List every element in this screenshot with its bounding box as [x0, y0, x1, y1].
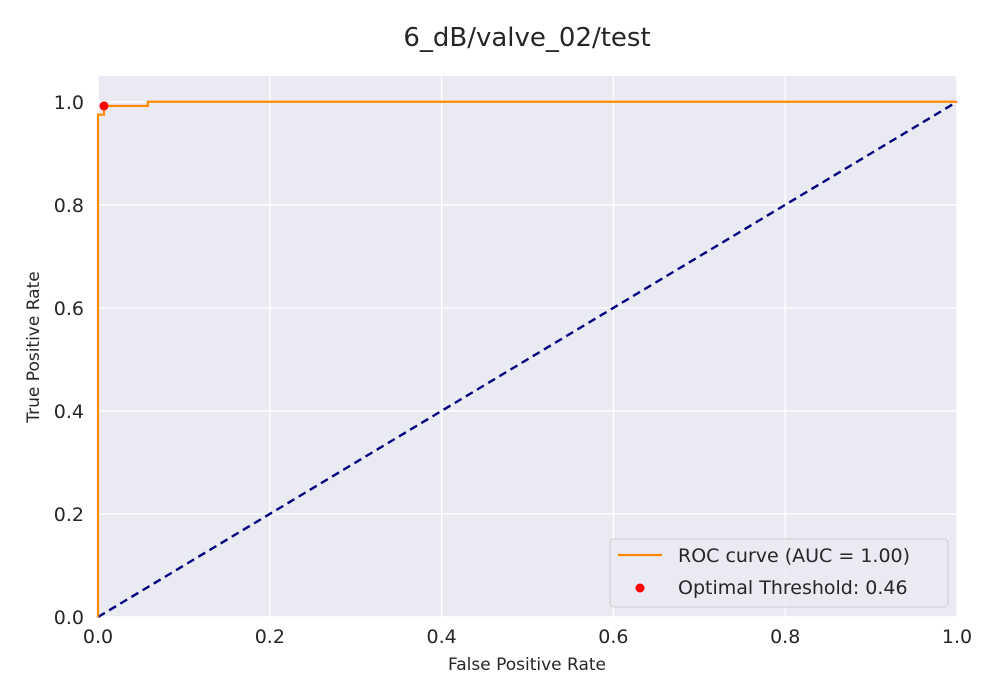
y-tick-label: 0.4 — [54, 401, 84, 423]
x-tick-label: 0.6 — [598, 626, 628, 648]
y-tick-label: 0.0 — [54, 607, 84, 629]
chance-diagonal-line — [97, 100, 958, 619]
legend-box — [609, 538, 949, 608]
optimal-threshold-point — [99, 101, 109, 111]
legend-label-optimal-threshold: Optimal Threshold: 0.46 — [678, 577, 908, 599]
y-tick-label: 0.8 — [54, 195, 84, 217]
y-tick-label: 0.6 — [54, 298, 84, 320]
legend: ROC curve (AUC = 1.00) Optimal Threshold… — [609, 538, 949, 608]
x-tick-label: 0.0 — [83, 626, 113, 648]
x-tick-label: 0.2 — [255, 626, 285, 648]
x-tick-label: 0.8 — [770, 626, 800, 648]
legend-swatch-optimal-threshold — [635, 583, 645, 593]
x-tick-labels: 0.0 0.2 0.4 0.6 0.8 1.0 — [83, 626, 972, 648]
x-axis-label: False Positive Rate — [448, 655, 606, 675]
series-layer — [96, 100, 958, 619]
x-tick-label: 1.0 — [942, 626, 972, 648]
legend-label-roc-curve: ROC curve (AUC = 1.00) — [678, 545, 910, 567]
y-tick-labels: 0.0 0.2 0.4 0.6 0.8 1.0 — [54, 92, 84, 629]
y-tick-label: 1.0 — [54, 92, 84, 114]
plot-area — [98, 76, 957, 617]
y-tick-label: 0.2 — [54, 504, 84, 526]
x-tick-label: 0.4 — [426, 626, 456, 648]
y-axis-label: True Positive Rate — [24, 271, 44, 423]
chart-title: 6_dB/valve_02/test — [403, 23, 650, 53]
